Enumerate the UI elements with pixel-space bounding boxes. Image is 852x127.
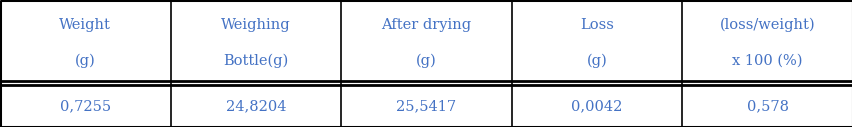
Text: After drying: After drying bbox=[381, 18, 471, 32]
Text: 0,578: 0,578 bbox=[746, 99, 788, 113]
Text: (g): (g) bbox=[416, 53, 436, 68]
Text: 25,5417: 25,5417 bbox=[396, 99, 456, 113]
Text: Loss: Loss bbox=[579, 18, 613, 32]
Text: (loss/weight): (loss/weight) bbox=[719, 18, 815, 32]
Text: Weighing: Weighing bbox=[221, 18, 291, 32]
Text: x 100 (%): x 100 (%) bbox=[732, 53, 802, 67]
Text: Bottle(g): Bottle(g) bbox=[223, 53, 288, 68]
Text: 24,8204: 24,8204 bbox=[226, 99, 285, 113]
Text: (g): (g) bbox=[75, 53, 95, 68]
Text: Weight: Weight bbox=[60, 18, 111, 32]
Text: 0,7255: 0,7255 bbox=[60, 99, 111, 113]
Text: (g): (g) bbox=[586, 53, 607, 68]
Text: 0,0042: 0,0042 bbox=[571, 99, 622, 113]
